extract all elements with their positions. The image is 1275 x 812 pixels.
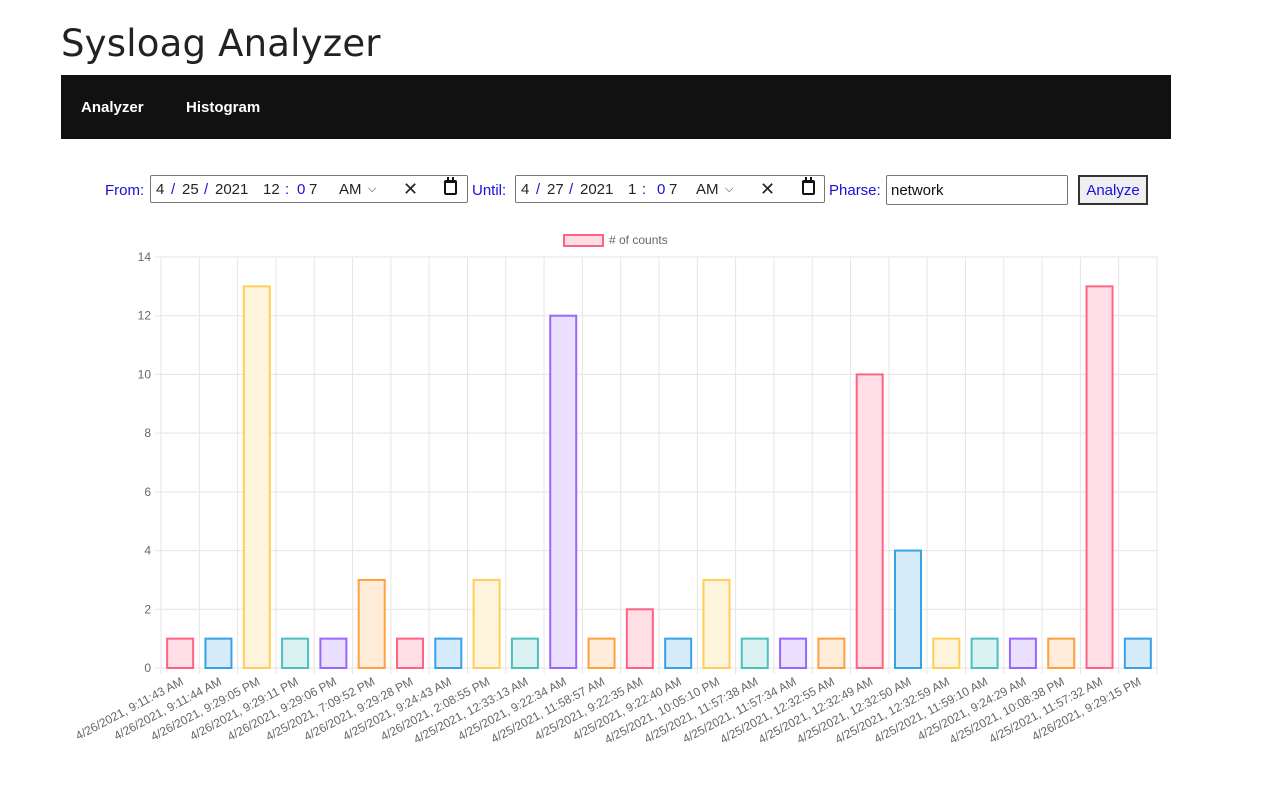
y-tick-label: 4 <box>144 544 151 558</box>
close-icon[interactable]: ✕ <box>760 179 776 199</box>
calendar-icon[interactable] <box>444 177 457 195</box>
bar <box>549 314 578 669</box>
y-tick-label: 10 <box>138 367 152 381</box>
y-tick-label: 8 <box>144 426 151 440</box>
bar <box>510 637 539 669</box>
bar <box>855 373 884 670</box>
from-sep-1: / <box>171 181 176 198</box>
until-minute-ones[interactable]: 7 <box>669 181 678 198</box>
until-month[interactable]: 4 <box>521 181 530 198</box>
legend-label: # of counts <box>609 233 668 247</box>
bar <box>587 637 616 669</box>
close-icon[interactable]: ✕ <box>403 179 419 199</box>
until-sep-1: / <box>536 181 541 198</box>
from-month[interactable]: 4 <box>156 181 165 198</box>
until-year[interactable]: 2021 <box>580 181 614 198</box>
y-tick-label: 12 <box>138 309 152 323</box>
bar <box>434 637 463 669</box>
bar <box>1123 637 1152 669</box>
until-day[interactable]: 27 <box>547 181 564 198</box>
page-title: Sysloag Analyzer <box>61 22 381 65</box>
y-tick-label: 14 <box>138 250 152 264</box>
navbar: Analyzer Histogram <box>61 75 1171 139</box>
analyze-button[interactable]: Analyze <box>1078 175 1148 205</box>
bar <box>894 549 922 670</box>
until-sep-2: / <box>569 181 574 198</box>
y-tick-label: 0 <box>144 661 151 675</box>
bar <box>281 637 310 669</box>
nav-analyzer[interactable]: Analyzer <box>81 99 144 116</box>
bar <box>357 578 386 669</box>
bar <box>664 637 693 669</box>
bar <box>1085 285 1114 669</box>
bar <box>779 637 808 669</box>
bar <box>625 608 654 669</box>
from-minute-tens[interactable]: 0 <box>297 181 306 198</box>
from-day[interactable]: 25 <box>182 181 199 198</box>
y-tick-label: 6 <box>144 485 151 499</box>
bar <box>319 637 348 669</box>
until-hour[interactable]: 1 <box>628 181 637 198</box>
bar <box>702 578 731 669</box>
bar <box>1047 637 1076 669</box>
bar <box>1008 637 1037 669</box>
phrase-input[interactable] <box>886 175 1068 205</box>
bar <box>740 637 769 669</box>
from-minute-ones[interactable]: 7 <box>309 181 318 198</box>
bar <box>166 637 195 669</box>
phrase-label: Pharse: <box>829 182 881 199</box>
bar <box>817 637 846 669</box>
from-ampm[interactable]: AM <box>339 181 362 198</box>
until-label: Until: <box>472 182 507 199</box>
from-datetime-input[interactable]: 4 / 25 / 2021 12 : 0 7 AM ⌵ ✕ <box>150 175 468 203</box>
until-ampm[interactable]: AM <box>696 181 719 198</box>
chevron-down-icon[interactable]: ⌵ <box>368 183 377 195</box>
filter-bar: From: 4 / 25 / 2021 12 : 0 7 AM ⌵ ✕ Unti… <box>0 175 1275 207</box>
until-datetime-input[interactable]: 4 / 27 / 2021 1 : 0 7 AM ⌵ ✕ <box>515 175 825 203</box>
y-tick-label: 2 <box>144 602 151 616</box>
nav-histogram[interactable]: Histogram <box>186 99 261 116</box>
from-hour[interactable]: 12 <box>263 181 280 198</box>
chevron-down-icon[interactable]: ⌵ <box>725 183 734 195</box>
calendar-icon[interactable] <box>802 177 815 195</box>
until-sep-3: : <box>642 181 647 198</box>
bar <box>242 285 271 669</box>
legend-swatch <box>563 234 604 247</box>
from-year[interactable]: 2021 <box>215 181 249 198</box>
bar <box>932 637 961 669</box>
from-sep-3: : <box>285 181 290 198</box>
bar <box>970 637 999 669</box>
bar <box>204 637 233 669</box>
from-label: From: <box>105 182 145 199</box>
bar <box>472 578 501 669</box>
bar <box>396 637 424 669</box>
until-minute-tens[interactable]: 0 <box>657 181 666 198</box>
from-sep-2: / <box>204 181 209 198</box>
